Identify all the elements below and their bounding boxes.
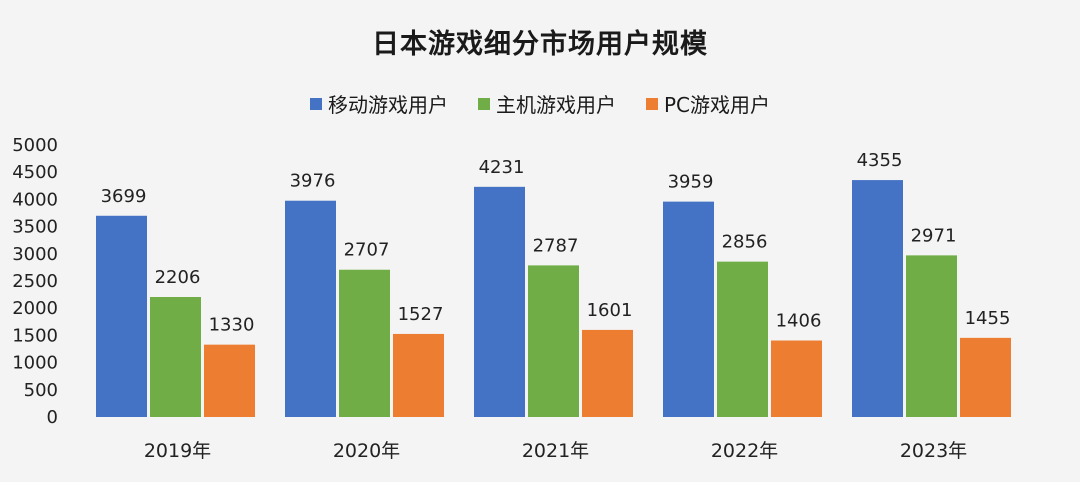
bar-console (906, 255, 957, 417)
x-tick-label: 2022年 (711, 440, 778, 462)
bar-mobile (852, 180, 903, 417)
legend-entry-pc: PC游戏用户 (645, 89, 771, 118)
bar-pc (582, 329, 633, 417)
data-label: 2971 (911, 225, 957, 246)
data-label: 1406 (776, 311, 822, 332)
bar-pc (393, 333, 444, 417)
data-label: 2206 (155, 267, 201, 288)
data-label: 3699 (101, 186, 147, 207)
data-label: 4231 (479, 157, 525, 178)
bar-console (717, 261, 768, 417)
legend-label-mobile: 移动游戏用户 (327, 93, 448, 117)
x-tick-label: 2023年 (900, 440, 967, 462)
data-label: 1330 (209, 315, 255, 336)
legend-swatch-mobile (309, 97, 322, 110)
bar-console (339, 269, 390, 417)
x-tick-label: 2021年 (522, 440, 589, 462)
legend-entry-mobile: 移动游戏用户 (309, 89, 448, 118)
y-tick-label: 3500 (12, 217, 58, 238)
y-tick-label: 500 (24, 380, 58, 401)
data-label: 1455 (965, 308, 1011, 329)
legend-swatch-pc (645, 97, 658, 110)
data-label: 2856 (722, 232, 768, 253)
data-label: 1527 (398, 304, 444, 325)
x-tick-label: 2019年 (144, 440, 211, 462)
y-tick-label: 1000 (12, 353, 58, 374)
legend-label-pc: PC游戏用户 (663, 93, 771, 117)
chart-title: 日本游戏细分市场用户规模 (372, 29, 708, 60)
data-label: 3959 (668, 172, 714, 193)
x-tick-label: 2020年 (333, 440, 400, 462)
y-tick-label: 4000 (12, 189, 58, 210)
bar-mobile (285, 200, 336, 417)
y-tick-label: 5000 (12, 135, 58, 156)
bar-pc (960, 337, 1011, 417)
y-tick-label: 3000 (12, 244, 58, 265)
legend-label-console: 主机游戏用户 (495, 93, 616, 117)
y-tick-label: 1500 (12, 325, 58, 346)
data-label: 2787 (533, 235, 579, 256)
legend: 移动游戏用户 主机游戏用户 PC游戏用户 (0, 89, 1080, 118)
bar-pc (771, 340, 822, 417)
bar-mobile (96, 215, 147, 417)
bar-pc (204, 344, 255, 417)
bar-mobile (474, 186, 525, 417)
y-tick-label: 0 (47, 407, 58, 428)
data-label: 1601 (587, 300, 633, 321)
data-label: 4355 (857, 150, 903, 171)
y-tick-label: 4500 (12, 162, 58, 183)
data-label: 3976 (290, 171, 336, 192)
y-tick-label: 2000 (12, 298, 58, 319)
legend-swatch-console (477, 97, 490, 110)
bar-console (150, 296, 201, 417)
y-tick-label: 2500 (12, 271, 58, 292)
bar-console (528, 265, 579, 417)
data-label: 2707 (344, 240, 390, 261)
legend-entry-console: 主机游戏用户 (477, 89, 616, 118)
bar-mobile (663, 201, 714, 417)
